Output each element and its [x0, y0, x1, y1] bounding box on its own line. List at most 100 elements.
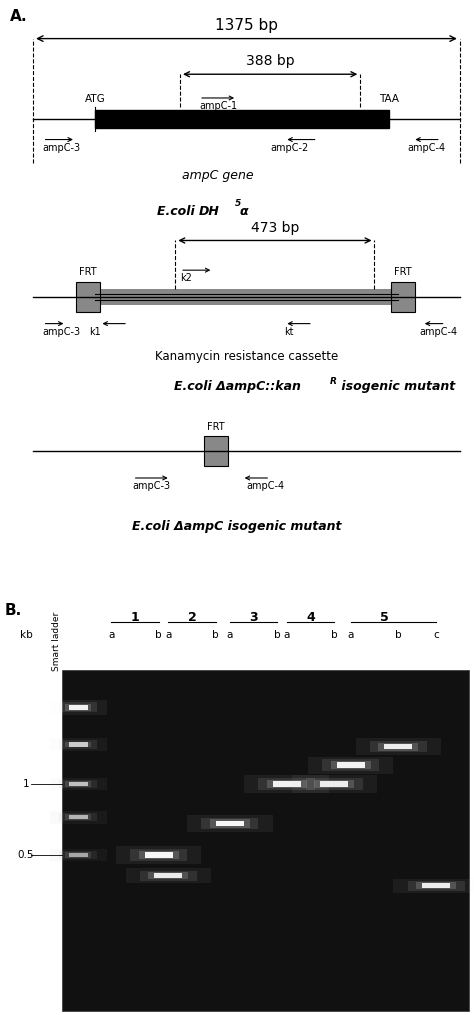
- Bar: [50, 738, 107, 751]
- Bar: [59, 740, 97, 749]
- Bar: [204, 436, 228, 466]
- Text: ampC-3: ampC-3: [43, 327, 81, 337]
- Text: a: a: [108, 630, 115, 640]
- Bar: [154, 873, 182, 878]
- Bar: [59, 851, 97, 859]
- Bar: [50, 849, 107, 861]
- Text: FRT: FRT: [79, 267, 97, 277]
- Text: 2: 2: [188, 611, 196, 624]
- Bar: [65, 814, 91, 820]
- Text: ATG: ATG: [84, 94, 105, 104]
- Text: isogenic mutant: isogenic mutant: [337, 380, 456, 393]
- Text: α: α: [239, 205, 248, 218]
- Bar: [50, 777, 107, 791]
- Text: DH: DH: [199, 205, 220, 218]
- Bar: [370, 741, 427, 752]
- Text: E.coli: E.coli: [157, 205, 199, 218]
- Bar: [292, 775, 377, 793]
- Bar: [320, 782, 348, 787]
- Bar: [139, 851, 179, 859]
- Bar: [59, 780, 97, 789]
- Bar: [126, 868, 211, 883]
- Text: A.: A.: [9, 9, 27, 24]
- Bar: [356, 738, 441, 755]
- Bar: [391, 282, 415, 312]
- Bar: [148, 872, 188, 879]
- Bar: [244, 775, 329, 793]
- Bar: [69, 815, 88, 819]
- Text: 388 bp: 388 bp: [246, 54, 294, 68]
- Bar: [187, 815, 273, 832]
- Bar: [95, 110, 389, 128]
- Text: b: b: [331, 630, 337, 640]
- Bar: [393, 879, 474, 893]
- Bar: [331, 761, 371, 769]
- Bar: [145, 852, 173, 858]
- Text: ampC-1: ampC-1: [199, 100, 237, 111]
- Bar: [308, 756, 393, 774]
- Bar: [306, 779, 363, 790]
- Bar: [273, 782, 301, 787]
- Bar: [408, 881, 465, 891]
- Bar: [314, 780, 354, 788]
- Text: 1: 1: [23, 780, 29, 789]
- Bar: [95, 288, 398, 306]
- Text: ampC-3: ampC-3: [43, 142, 81, 152]
- Text: kb: kb: [20, 630, 32, 640]
- Text: B.: B.: [5, 603, 22, 618]
- Bar: [416, 882, 456, 889]
- Bar: [201, 818, 258, 829]
- Bar: [378, 743, 418, 751]
- Bar: [337, 762, 365, 768]
- Text: 5: 5: [380, 611, 388, 624]
- Bar: [65, 852, 91, 858]
- Bar: [258, 779, 315, 790]
- Bar: [140, 871, 197, 881]
- Bar: [216, 821, 244, 826]
- Text: E.coli ΔampC::kan: E.coli ΔampC::kan: [173, 380, 301, 393]
- Text: c: c: [433, 630, 439, 640]
- Text: a: a: [227, 630, 233, 640]
- Bar: [130, 849, 187, 861]
- Text: ampC gene: ampC gene: [182, 170, 254, 183]
- Bar: [116, 847, 201, 864]
- Bar: [267, 780, 307, 788]
- Bar: [422, 883, 450, 888]
- Bar: [59, 702, 97, 713]
- Text: 0.5: 0.5: [18, 850, 34, 860]
- Text: k2: k2: [180, 273, 192, 283]
- Bar: [59, 813, 97, 821]
- Text: Smart ladder: Smart ladder: [53, 611, 61, 671]
- Text: TAA: TAA: [379, 94, 399, 104]
- Bar: [65, 742, 91, 747]
- Bar: [69, 742, 88, 747]
- Bar: [384, 744, 412, 749]
- Text: 473 bp: 473 bp: [251, 220, 299, 234]
- Bar: [322, 759, 379, 771]
- Text: FRT: FRT: [394, 267, 412, 277]
- Bar: [76, 282, 100, 312]
- Bar: [69, 704, 88, 709]
- Text: kt: kt: [284, 327, 294, 337]
- Text: 3: 3: [249, 611, 258, 624]
- Text: FRT: FRT: [207, 421, 225, 431]
- Bar: [65, 703, 91, 710]
- Text: 4: 4: [306, 611, 315, 624]
- Text: 1: 1: [131, 611, 139, 624]
- Text: ampC-3: ampC-3: [133, 481, 171, 491]
- Text: 1375 bp: 1375 bp: [215, 17, 278, 32]
- Text: b: b: [274, 630, 281, 640]
- Text: a: a: [347, 630, 354, 640]
- Text: a: a: [283, 630, 290, 640]
- Text: Kanamycin resistance cassette: Kanamycin resistance cassette: [155, 350, 338, 363]
- Text: a: a: [165, 630, 172, 640]
- Bar: [210, 819, 250, 827]
- Bar: [69, 782, 88, 786]
- Bar: [62, 670, 469, 1011]
- Text: k1: k1: [89, 327, 100, 337]
- Text: 5: 5: [235, 199, 241, 208]
- Text: ampC-2: ampC-2: [270, 142, 309, 152]
- Bar: [50, 811, 107, 823]
- Bar: [50, 699, 107, 715]
- Text: ampC-4: ampC-4: [246, 481, 284, 491]
